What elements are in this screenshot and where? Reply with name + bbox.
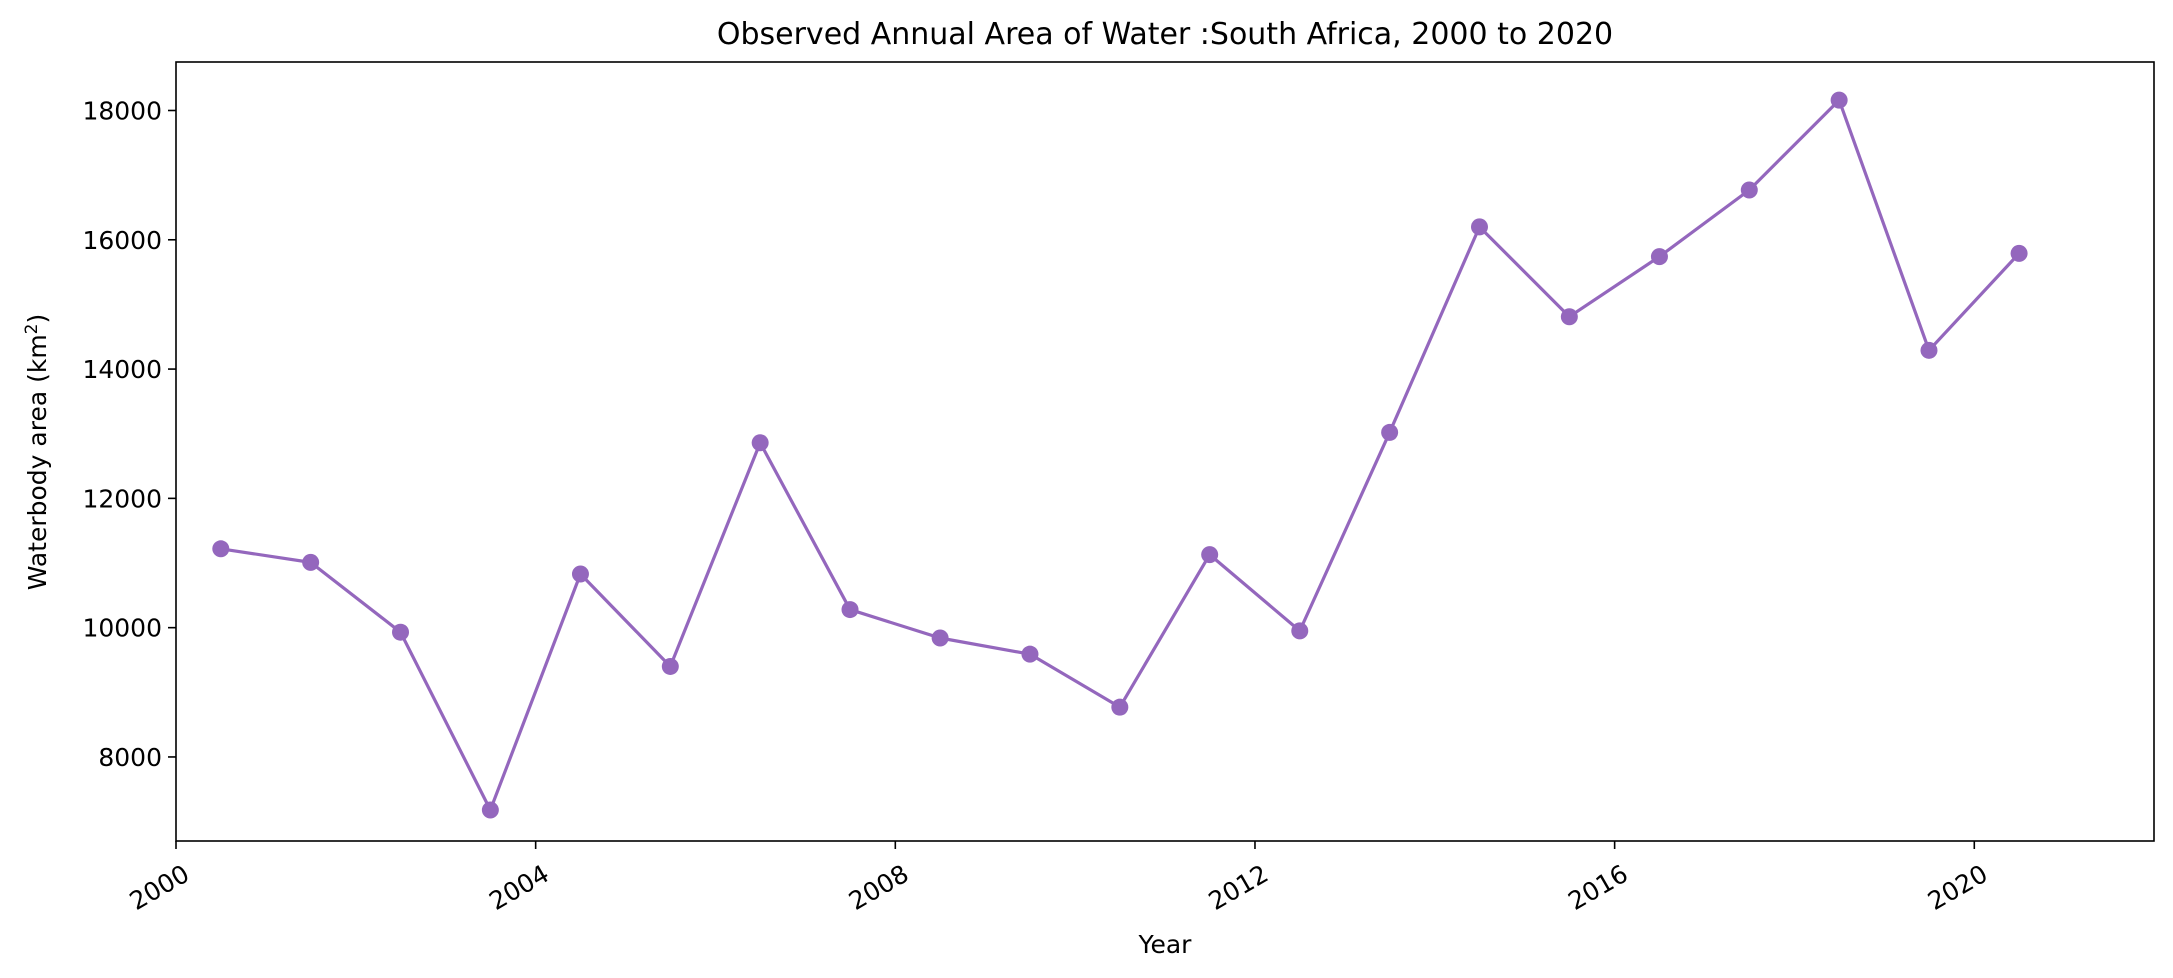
data-point (481, 801, 499, 819)
y-axis: 8000 10000 12000 14000 16000 18000 (82, 96, 176, 772)
data-point (1650, 248, 1668, 266)
y-tick-label: 16000 (82, 226, 162, 255)
data-point (212, 540, 230, 558)
data-point (841, 601, 859, 619)
y-tick-label: 10000 (82, 614, 162, 643)
x-tick-label: 2012 (1204, 859, 1274, 916)
x-tick-label: 2008 (844, 859, 914, 916)
y-tick-label: 8000 (98, 743, 162, 772)
series-layer (212, 91, 2028, 819)
y-axis-label: Waterbody area (km2) (22, 314, 52, 591)
x-tick-label: 2020 (1923, 859, 1993, 916)
y-tick-label: 18000 (82, 96, 162, 125)
y-tick-label: 12000 (82, 484, 162, 513)
data-point (2010, 244, 2028, 262)
y-axis-label-close: ) (23, 314, 52, 324)
data-point (392, 623, 410, 641)
y-axis-label-main: Waterbody area (km (23, 334, 52, 590)
data-point (571, 565, 589, 583)
y-tick-label: 14000 (82, 355, 162, 384)
x-axis: 2000 2004 2008 2012 2016 2020 (125, 841, 1993, 916)
x-tick-label: 2000 (125, 859, 195, 916)
data-point (1920, 341, 1938, 359)
data-point (1111, 698, 1129, 716)
data-point (1021, 645, 1039, 663)
data-point (751, 434, 769, 452)
plot-area-frame (175, 61, 2155, 842)
data-point (1470, 218, 1488, 236)
x-axis-label: Year (1138, 930, 1193, 959)
data-point (1201, 546, 1219, 564)
y-axis-label-superscript: 2 (22, 323, 42, 334)
chart-title: Observed Annual Area of Water :South Afr… (717, 17, 1613, 52)
data-point (1291, 622, 1309, 640)
data-point (302, 553, 320, 571)
data-point (1560, 308, 1578, 326)
x-tick-label: 2016 (1563, 859, 1633, 916)
data-point (931, 629, 949, 647)
data-point (1381, 423, 1399, 441)
data-point (1740, 181, 1758, 199)
data-point (661, 657, 679, 675)
data-point (1830, 91, 1848, 109)
x-tick-label: 2004 (484, 859, 554, 916)
